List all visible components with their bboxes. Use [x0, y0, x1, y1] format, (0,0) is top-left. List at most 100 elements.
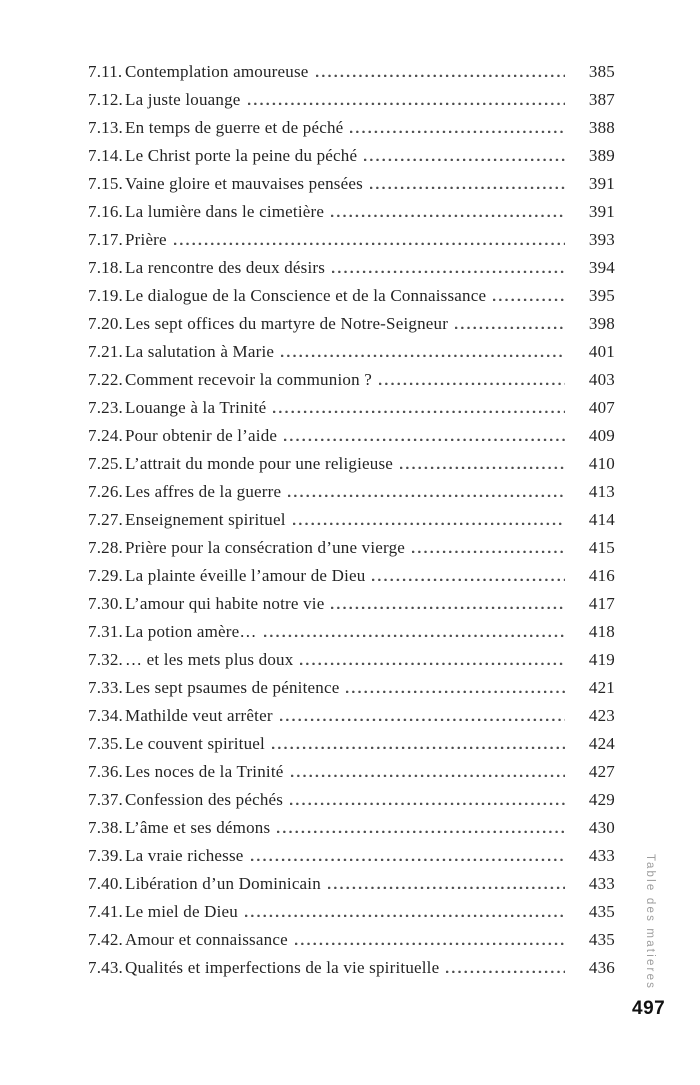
dot-leader	[290, 772, 565, 777]
toc-entry-page: 436	[588, 958, 615, 977]
toc-entry-title: L’attrait du monde pour une religieuse	[125, 454, 394, 473]
toc-entry-title: L’amour qui habite notre vie	[125, 594, 325, 613]
toc-entry-number: 7.43.	[88, 958, 123, 977]
dot-leader	[364, 156, 565, 161]
toc-entry: 7.15. Vaine gloire et mauvaises pensées …	[88, 170, 615, 198]
dot-leader	[327, 884, 565, 889]
toc-entry-page: 417	[588, 594, 615, 613]
toc-entry-number: 7.27.	[88, 510, 123, 529]
toc-entry: 7.25. L’attrait du monde pour une religi…	[88, 450, 615, 478]
toc-entry-page: 403	[588, 370, 615, 389]
dot-leader	[250, 856, 565, 861]
dot-leader	[284, 436, 565, 441]
toc-entry-number: 7.14.	[88, 146, 123, 165]
toc-entry-title: Enseignement spirituel	[125, 510, 286, 529]
dot-leader	[378, 380, 565, 385]
dot-leader	[288, 492, 565, 497]
toc-entry-number: 7.12.	[88, 90, 123, 109]
dot-leader	[493, 296, 565, 301]
toc-entry-title: … et les mets plus doux	[125, 650, 294, 669]
toc-entry-title: Contemplation amoureuse	[125, 62, 309, 81]
toc-entry-number: 7.32.	[88, 650, 123, 669]
toc-entry-page: 419	[588, 650, 615, 669]
dot-leader	[331, 604, 565, 609]
toc-entry-number: 7.22.	[88, 370, 123, 389]
toc-entry-number: 7.23.	[88, 398, 123, 417]
toc-entry-page: 387	[588, 90, 615, 109]
toc-entry-number: 7.40.	[88, 874, 123, 893]
dot-leader	[281, 352, 565, 357]
toc-entry-number: 7.29.	[88, 566, 123, 585]
toc-entry-title: La salutation à Marie	[125, 342, 275, 361]
toc-entry-title: La plainte éveille l’amour de Dieu	[125, 566, 366, 585]
dot-leader	[173, 240, 565, 245]
toc-entry-number: 7.26.	[88, 482, 123, 501]
toc-entry-number: 7.30.	[88, 594, 123, 613]
toc-entry-number: 7.18.	[88, 258, 123, 277]
toc-entry: 7.41. Le miel de Dieu 435	[88, 898, 615, 926]
toc-entry-page: 427	[588, 762, 615, 781]
dot-leader	[331, 212, 565, 217]
toc-entry-title: Mathilde veut arrêter	[125, 706, 273, 725]
toc-entry-page: 413	[588, 482, 615, 501]
dot-leader	[273, 408, 565, 413]
toc-entry-page: 385	[588, 62, 615, 81]
toc-entry: 7.38. L’âme et ses démons 430	[88, 814, 615, 842]
toc-entry-page: 433	[588, 846, 615, 865]
toc-entry: 7.18. La rencontre des deux désirs 394	[88, 254, 615, 282]
toc-entry: 7.21. La salutation à Marie 401	[88, 338, 615, 366]
dot-leader	[294, 940, 565, 945]
toc-entry-page: 394	[588, 258, 615, 277]
dot-leader	[446, 968, 565, 973]
toc-entry-number: 7.25.	[88, 454, 123, 473]
dot-leader	[290, 800, 565, 805]
toc-entry-number: 7.20.	[88, 314, 123, 333]
toc-entry-title: Le Christ porte la peine du péché	[125, 146, 358, 165]
toc-entry-title: Le dialogue de la Conscience et de la Co…	[125, 286, 487, 305]
toc-entry-title: Libération d’un Dominicain	[125, 874, 321, 893]
toc-entry-title: Vaine gloire et mauvaises pensées	[125, 174, 363, 193]
toc-entry: 7.27. Enseignement spirituel 414	[88, 506, 615, 534]
dot-leader	[279, 716, 565, 721]
toc-entry-page: 393	[588, 230, 615, 249]
toc-entry-title: La rencontre des deux désirs	[125, 258, 326, 277]
toc-entry-page: 414	[588, 510, 615, 529]
toc-entry-page: 389	[588, 146, 615, 165]
toc-entry-page: 433	[588, 874, 615, 893]
toc-entry: 7.39. La vraie richesse 433	[88, 842, 615, 870]
toc-entry-title: Les sept offices du martyre de Notre-Sei…	[125, 314, 449, 333]
toc-list: 7.11. Contemplation amoureuse 385 7.12. …	[88, 58, 615, 982]
toc-entry-page: 391	[588, 174, 615, 193]
toc-entry-title: Louange à la Trinité	[125, 398, 267, 417]
dot-leader	[271, 744, 565, 749]
toc-entry-number: 7.33.	[88, 678, 123, 697]
toc-entry: 7.12. La juste louange 387	[88, 86, 615, 114]
dot-leader	[247, 100, 565, 105]
toc-entry-page: 410	[588, 454, 615, 473]
toc-entry: 7.11. Contemplation amoureuse 385	[88, 58, 615, 86]
toc-entry-page: 409	[588, 426, 615, 445]
toc-entry-title: L’âme et ses démons	[125, 818, 271, 837]
dot-leader	[263, 632, 565, 637]
toc-entry-title: Les affres de la guerre	[125, 482, 282, 501]
toc-entry-page: 429	[588, 790, 615, 809]
dot-leader	[350, 128, 565, 133]
dot-leader	[455, 324, 565, 329]
toc-entry-number: 7.41.	[88, 902, 123, 921]
toc-entry: 7.14. Le Christ porte la peine du péché …	[88, 142, 615, 170]
toc-entry: 7.43. Qualités et imperfections de la vi…	[88, 954, 615, 982]
toc-entry-page: 395	[588, 286, 615, 305]
dot-leader	[412, 548, 565, 553]
toc-entry-number: 7.15.	[88, 174, 123, 193]
toc-entry-page: 421	[588, 678, 615, 697]
toc-entry-number: 7.13.	[88, 118, 123, 137]
toc-entry: 7.32. … et les mets plus doux 419	[88, 646, 615, 674]
toc-entry-number: 7.21.	[88, 342, 123, 361]
toc-entry-number: 7.24.	[88, 426, 123, 445]
toc-entry-title: Confession des péchés	[125, 790, 284, 809]
toc-entry-title: Comment recevoir la communion ?	[125, 370, 372, 389]
toc-entry-title: Amour et connaissance	[125, 930, 288, 949]
running-sidebar-title: Table des matieres	[644, 854, 656, 991]
toc-entry: 7.28. Prière pour la consécration d’une …	[88, 534, 615, 562]
toc-entry-title: Le couvent spirituel	[125, 734, 265, 753]
